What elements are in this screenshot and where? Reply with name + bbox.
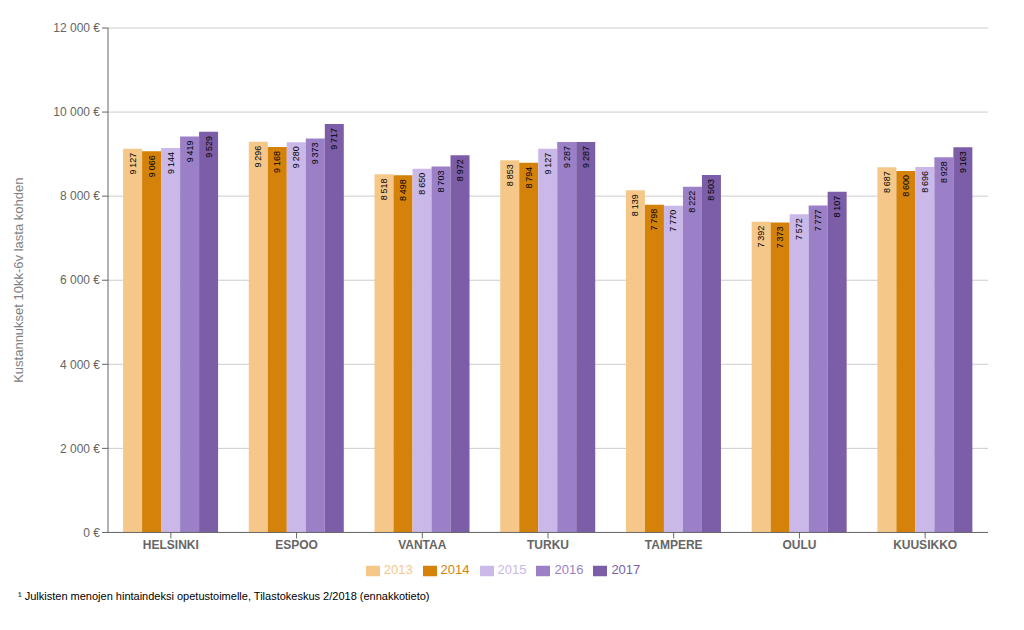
html-text:2015: 2015 xyxy=(497,562,527,578)
html-text:¹ Julkisten menojen hintaindek: ¹ Julkisten menojen hintaindeksi opetust… xyxy=(18,590,430,602)
svg-text:KUUSIKKO: KUUSIKKO xyxy=(893,538,957,552)
svg-text:8 687: 8 687 xyxy=(882,171,892,193)
svg-text:8 222: 8 222 xyxy=(687,191,697,213)
svg-text:9 287: 9 287 xyxy=(581,146,591,168)
svg-text:7 777: 7 777 xyxy=(813,210,823,232)
svg-text:VANTAA: VANTAA xyxy=(398,538,447,552)
svg-text:8 107: 8 107 xyxy=(832,196,842,218)
svg-text:6 000 €: 6 000 € xyxy=(60,273,100,287)
svg-text:HELSINKI: HELSINKI xyxy=(143,538,199,552)
svg-text:9 163: 9 163 xyxy=(958,151,968,173)
svg-text:TURKU: TURKU xyxy=(527,538,569,552)
svg-text:8 972: 8 972 xyxy=(455,159,465,181)
svg-text:8 703: 8 703 xyxy=(436,171,446,193)
svg-text:8 139: 8 139 xyxy=(630,194,640,216)
html-text:2016: 2016 xyxy=(554,562,584,578)
svg-text:7 572: 7 572 xyxy=(794,218,804,240)
html-text:2013: 2013 xyxy=(383,562,413,578)
svg-text:9 717: 9 717 xyxy=(329,128,339,150)
svg-text:12 000 €: 12 000 € xyxy=(53,21,100,35)
html-text:2014: 2014 xyxy=(440,562,470,578)
svg-text:TAMPERE: TAMPERE xyxy=(645,538,703,552)
svg-text:ESPOO: ESPOO xyxy=(275,538,318,552)
svg-text:8 000 €: 8 000 € xyxy=(60,189,100,203)
svg-text:9 280: 9 280 xyxy=(291,146,301,168)
svg-text:7 373: 7 373 xyxy=(775,227,785,249)
svg-text:OULU: OULU xyxy=(782,538,816,552)
svg-text:8 518: 8 518 xyxy=(379,178,389,200)
svg-text:8 696: 8 696 xyxy=(920,171,930,193)
svg-text:9 127: 9 127 xyxy=(128,153,138,175)
svg-text:9 066: 9 066 xyxy=(147,155,157,177)
svg-text:7 392: 7 392 xyxy=(756,226,766,248)
svg-text:7 798: 7 798 xyxy=(649,209,659,231)
svg-text:9 529: 9 529 xyxy=(204,136,214,158)
svg-text:8 498: 8 498 xyxy=(398,179,408,201)
svg-text:4 000 €: 4 000 € xyxy=(60,358,100,372)
svg-text:8 794: 8 794 xyxy=(524,167,534,189)
svg-text:9 168: 9 168 xyxy=(272,151,282,173)
svg-text:9 296: 9 296 xyxy=(253,146,263,168)
svg-text:0 €: 0 € xyxy=(83,526,100,540)
svg-text:Kustannukset 10kk-6v lasta koh: Kustannukset 10kk-6v lasta kohden xyxy=(11,178,26,383)
svg-text:8 600: 8 600 xyxy=(901,175,911,197)
svg-text:9 127: 9 127 xyxy=(543,153,553,175)
svg-text:9 287: 9 287 xyxy=(562,146,572,168)
svg-text:8 928: 8 928 xyxy=(939,161,949,183)
svg-text:9 419: 9 419 xyxy=(185,140,195,162)
svg-text:8 650: 8 650 xyxy=(417,173,427,195)
svg-text:8 503: 8 503 xyxy=(706,179,716,201)
svg-text:2 000 €: 2 000 € xyxy=(60,442,100,456)
svg-text:7 770: 7 770 xyxy=(668,210,678,232)
svg-text:8 853: 8 853 xyxy=(505,164,515,186)
html-text:2017: 2017 xyxy=(611,562,641,578)
svg-text:9 144: 9 144 xyxy=(166,152,176,174)
svg-text:9 373: 9 373 xyxy=(310,142,320,164)
svg-text:10 000 €: 10 000 € xyxy=(53,105,100,119)
